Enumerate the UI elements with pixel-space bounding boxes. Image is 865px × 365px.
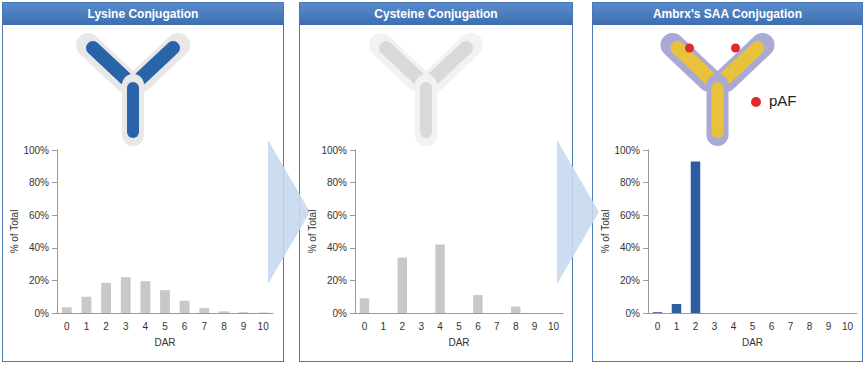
svg-text:2: 2 (103, 321, 109, 332)
svg-text:9: 9 (532, 321, 538, 332)
svg-text:10: 10 (548, 321, 560, 332)
svg-text:80%: 80% (327, 177, 347, 188)
svg-text:% of Total: % of Total (9, 210, 20, 254)
svg-text:40%: 40% (620, 242, 640, 253)
svg-text:DAR: DAR (448, 337, 469, 348)
svg-text:7: 7 (201, 321, 207, 332)
svg-text:40%: 40% (327, 242, 347, 253)
svg-text:3: 3 (418, 321, 424, 332)
svg-text:80%: 80% (29, 177, 49, 188)
svg-text:100%: 100% (614, 145, 640, 156)
svg-text:40%: 40% (29, 242, 49, 253)
svg-text:100%: 100% (23, 145, 49, 156)
html-text:pAF: pAF (769, 92, 797, 109)
svg-text:0: 0 (64, 321, 70, 332)
svg-text:60%: 60% (327, 210, 347, 221)
svg-text:DAR: DAR (742, 337, 763, 348)
svg-text:9: 9 (241, 321, 247, 332)
svg-text:1: 1 (674, 321, 680, 332)
svg-text:4: 4 (437, 321, 443, 332)
svg-text:20%: 20% (327, 275, 347, 286)
svg-text:2: 2 (693, 321, 699, 332)
svg-text:3: 3 (712, 321, 718, 332)
svg-text:100%: 100% (321, 145, 347, 156)
html-text:Ambrx's SAA Conjugation: Ambrx's SAA Conjugation (653, 7, 802, 21)
svg-text:0%: 0% (333, 308, 348, 319)
svg-text:8: 8 (221, 321, 227, 332)
svg-text:% of Total: % of Total (600, 210, 611, 254)
svg-text:0: 0 (362, 321, 368, 332)
svg-text:0%: 0% (626, 308, 641, 319)
svg-text:0%: 0% (35, 308, 50, 319)
svg-text:10: 10 (842, 321, 854, 332)
svg-text:3: 3 (123, 321, 129, 332)
svg-text:1: 1 (381, 321, 387, 332)
html-text:Lysine Conjugation: Lysine Conjugation (87, 7, 199, 21)
svg-text:7: 7 (788, 321, 794, 332)
html-text:Cysteine Conjugation: Cysteine Conjugation (374, 7, 498, 21)
svg-text:6: 6 (182, 321, 188, 332)
svg-text:8: 8 (807, 321, 813, 332)
svg-text:DAR: DAR (154, 337, 175, 348)
svg-text:8: 8 (513, 321, 519, 332)
svg-text:10: 10 (258, 321, 270, 332)
svg-text:6: 6 (769, 321, 775, 332)
svg-text:20%: 20% (620, 275, 640, 286)
svg-text:60%: 60% (29, 210, 49, 221)
svg-text:5: 5 (162, 321, 168, 332)
svg-text:20%: 20% (29, 275, 49, 286)
svg-text:5: 5 (750, 321, 756, 332)
svg-text:9: 9 (826, 321, 832, 332)
svg-text:0: 0 (655, 321, 661, 332)
svg-text:60%: 60% (620, 210, 640, 221)
svg-text:% of Total: % of Total (307, 210, 318, 254)
svg-text:7: 7 (494, 321, 500, 332)
svg-text:80%: 80% (620, 177, 640, 188)
svg-text:1: 1 (84, 321, 90, 332)
svg-text:4: 4 (143, 321, 149, 332)
svg-text:4: 4 (731, 321, 737, 332)
svg-text:2: 2 (399, 321, 405, 332)
svg-text:6: 6 (475, 321, 481, 332)
svg-text:5: 5 (456, 321, 462, 332)
